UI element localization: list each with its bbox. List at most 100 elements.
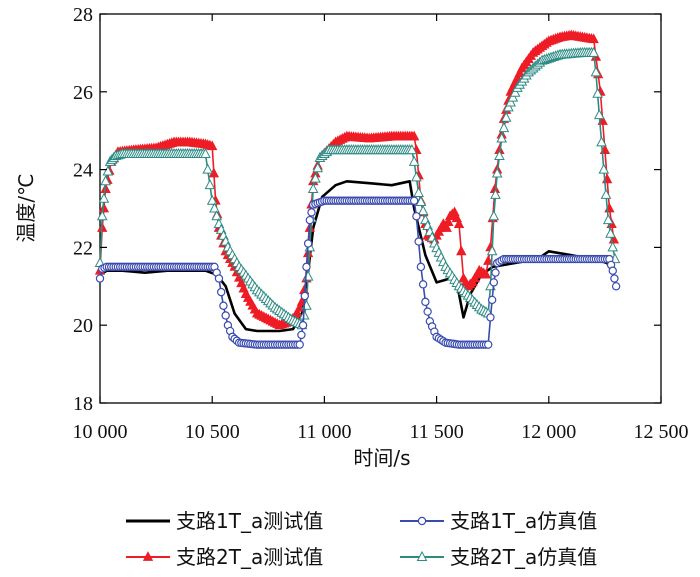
series-1t-sim-marker <box>423 307 432 316</box>
y-tick-label: 28 <box>73 4 93 26</box>
series-2t-test-marker <box>483 255 494 265</box>
legend-label: 支路2T_a仿真值 <box>450 545 597 569</box>
legend-label: 支路1T_a测试值 <box>176 509 323 533</box>
series-1t-sim-marker <box>491 268 500 277</box>
series-1t-sim-marker <box>300 291 309 301</box>
series-2t-test-marker <box>480 268 492 279</box>
x-tick-label: 10 500 <box>185 421 240 443</box>
legend-marker <box>142 551 154 561</box>
series-2t-sim-marker <box>406 144 418 155</box>
series-2t-sim-marker <box>206 194 218 205</box>
series-2t-test-marker <box>456 245 467 256</box>
series-2t-sim-marker <box>600 188 612 199</box>
series-2t-sim-marker <box>312 162 323 173</box>
series-2t-sim-marker <box>498 122 510 133</box>
series-1t-sim-marker <box>297 330 306 340</box>
plot-frame <box>99 13 662 404</box>
series-2t-sim-marker <box>102 165 114 176</box>
legend-label: 支路1T_a仿真值 <box>450 509 597 533</box>
series-1t-sim-marker <box>610 274 619 283</box>
series-2t-test-marker <box>443 216 454 227</box>
series-2t-sim-marker <box>505 96 516 107</box>
series-2t-sim-marker <box>602 214 614 225</box>
series-1t-sim-marker <box>487 295 497 305</box>
series-layer <box>94 29 621 349</box>
series-1t-sim-marker <box>216 287 226 297</box>
series-2t-sim-line <box>99 52 616 326</box>
series-2t-sim-marker <box>413 186 424 197</box>
series-2t-sim-marker <box>415 195 427 207</box>
series-1t-sim-marker <box>303 239 313 248</box>
legend-label: 支路2T_a测试值 <box>176 545 323 569</box>
series-1t-sim-line <box>99 199 617 346</box>
legend-item-series-2t-test: 支路2T_a测试值 <box>126 545 323 569</box>
series-2t-sim-marker <box>310 172 321 183</box>
series-1t-sim-marker <box>302 262 311 272</box>
series-2t-sim-marker <box>411 171 422 182</box>
series-1t-sim-marker <box>611 282 621 291</box>
series-2t-sim-marker <box>96 210 108 221</box>
series-2t-sim-marker <box>593 109 605 120</box>
series-2t-test-marker <box>441 222 452 232</box>
series-1t-sim-marker <box>412 212 421 221</box>
x-tick-label: 11 000 <box>297 421 351 443</box>
series-2t-sim-marker <box>507 91 519 102</box>
series-2t-sim-marker <box>509 86 521 97</box>
legend-item-series-1t-sim: 支路1T_a仿真值 <box>400 509 597 533</box>
axes-layer: 10 000 10 500 11 000 11 500 12 000 12 500 18 20… <box>73 4 689 443</box>
series-1t-sim-marker <box>221 311 230 320</box>
series-2t-sim-marker <box>417 205 429 216</box>
series-2t-sim-marker <box>211 210 223 221</box>
y-tick-label: 24 <box>73 160 93 182</box>
x-tick-label: 12 500 <box>634 421 689 443</box>
series-1t-sim-marker <box>486 313 495 322</box>
series-2t-sim-marker <box>204 179 216 190</box>
y-tick-label: 18 <box>73 393 93 415</box>
series-2t-sim-marker <box>500 111 512 122</box>
series-2t-sim-marker <box>488 210 500 221</box>
y-tick-label: 20 <box>73 315 93 337</box>
series-2t-sim-marker <box>588 46 600 57</box>
series-2t-sim-marker <box>605 227 616 238</box>
series-2t-test-marker <box>98 202 110 213</box>
series-1t-sim <box>95 196 621 349</box>
legend-item-series-1t-test: 支路1T_a测试值 <box>126 509 323 533</box>
series-1t-sim-marker <box>219 301 228 310</box>
series-1t-sim-marker <box>298 321 308 330</box>
series-2t-test-line <box>99 34 615 326</box>
y-axis-title: 温度/℃ <box>14 173 38 242</box>
legend-marker <box>417 516 427 526</box>
series-2t-test-marker <box>588 33 599 44</box>
x-tick-label: 11 500 <box>409 421 463 443</box>
series-1t-sim-marker <box>307 208 316 217</box>
series-1t-sim-marker <box>305 215 315 225</box>
series-1t-sim-marker <box>295 340 304 349</box>
series-1t-test-line <box>99 180 616 333</box>
series-2t-sim-marker <box>202 163 214 174</box>
series-1t-sim-marker <box>409 196 419 205</box>
series-2t-sim-marker <box>590 66 602 77</box>
series-1t-sim-marker <box>421 297 430 307</box>
x-tick-label: 10 000 <box>73 421 128 443</box>
series-2t-sim-marker <box>607 241 619 252</box>
y-tick-label: 22 <box>73 237 93 259</box>
series-2t-test <box>94 29 620 330</box>
series-1t-sim-marker <box>484 340 493 349</box>
series-2t-test-marker <box>207 140 218 151</box>
series-2t-sim-marker <box>490 188 501 199</box>
series-2t-sim-marker <box>98 192 110 203</box>
series-2t-sim-marker <box>100 175 111 186</box>
series-2t-sim-marker <box>408 155 420 166</box>
series-1t-sim-marker <box>418 280 428 289</box>
series-2t-sim-marker <box>496 132 508 143</box>
series-2t-test-marker <box>453 218 465 228</box>
series-1t-test <box>99 180 616 333</box>
series-1t-sim-marker <box>214 274 224 283</box>
series-2t-sim <box>94 46 621 330</box>
series-1t-sim-marker <box>416 262 426 272</box>
series-2t-sim-marker <box>491 167 503 178</box>
series-2t-sim-marker <box>209 202 220 213</box>
series-2t-sim-marker <box>307 182 319 194</box>
